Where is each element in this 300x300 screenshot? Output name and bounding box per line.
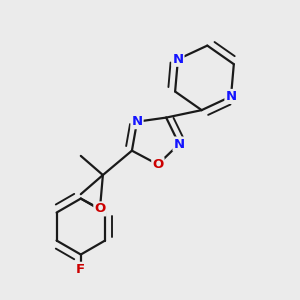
Text: N: N [225,90,237,103]
Text: O: O [152,158,164,171]
Text: F: F [76,263,86,276]
Text: N: N [173,137,184,151]
Text: N: N [172,53,184,66]
Text: N: N [131,115,142,128]
Text: O: O [94,202,106,215]
